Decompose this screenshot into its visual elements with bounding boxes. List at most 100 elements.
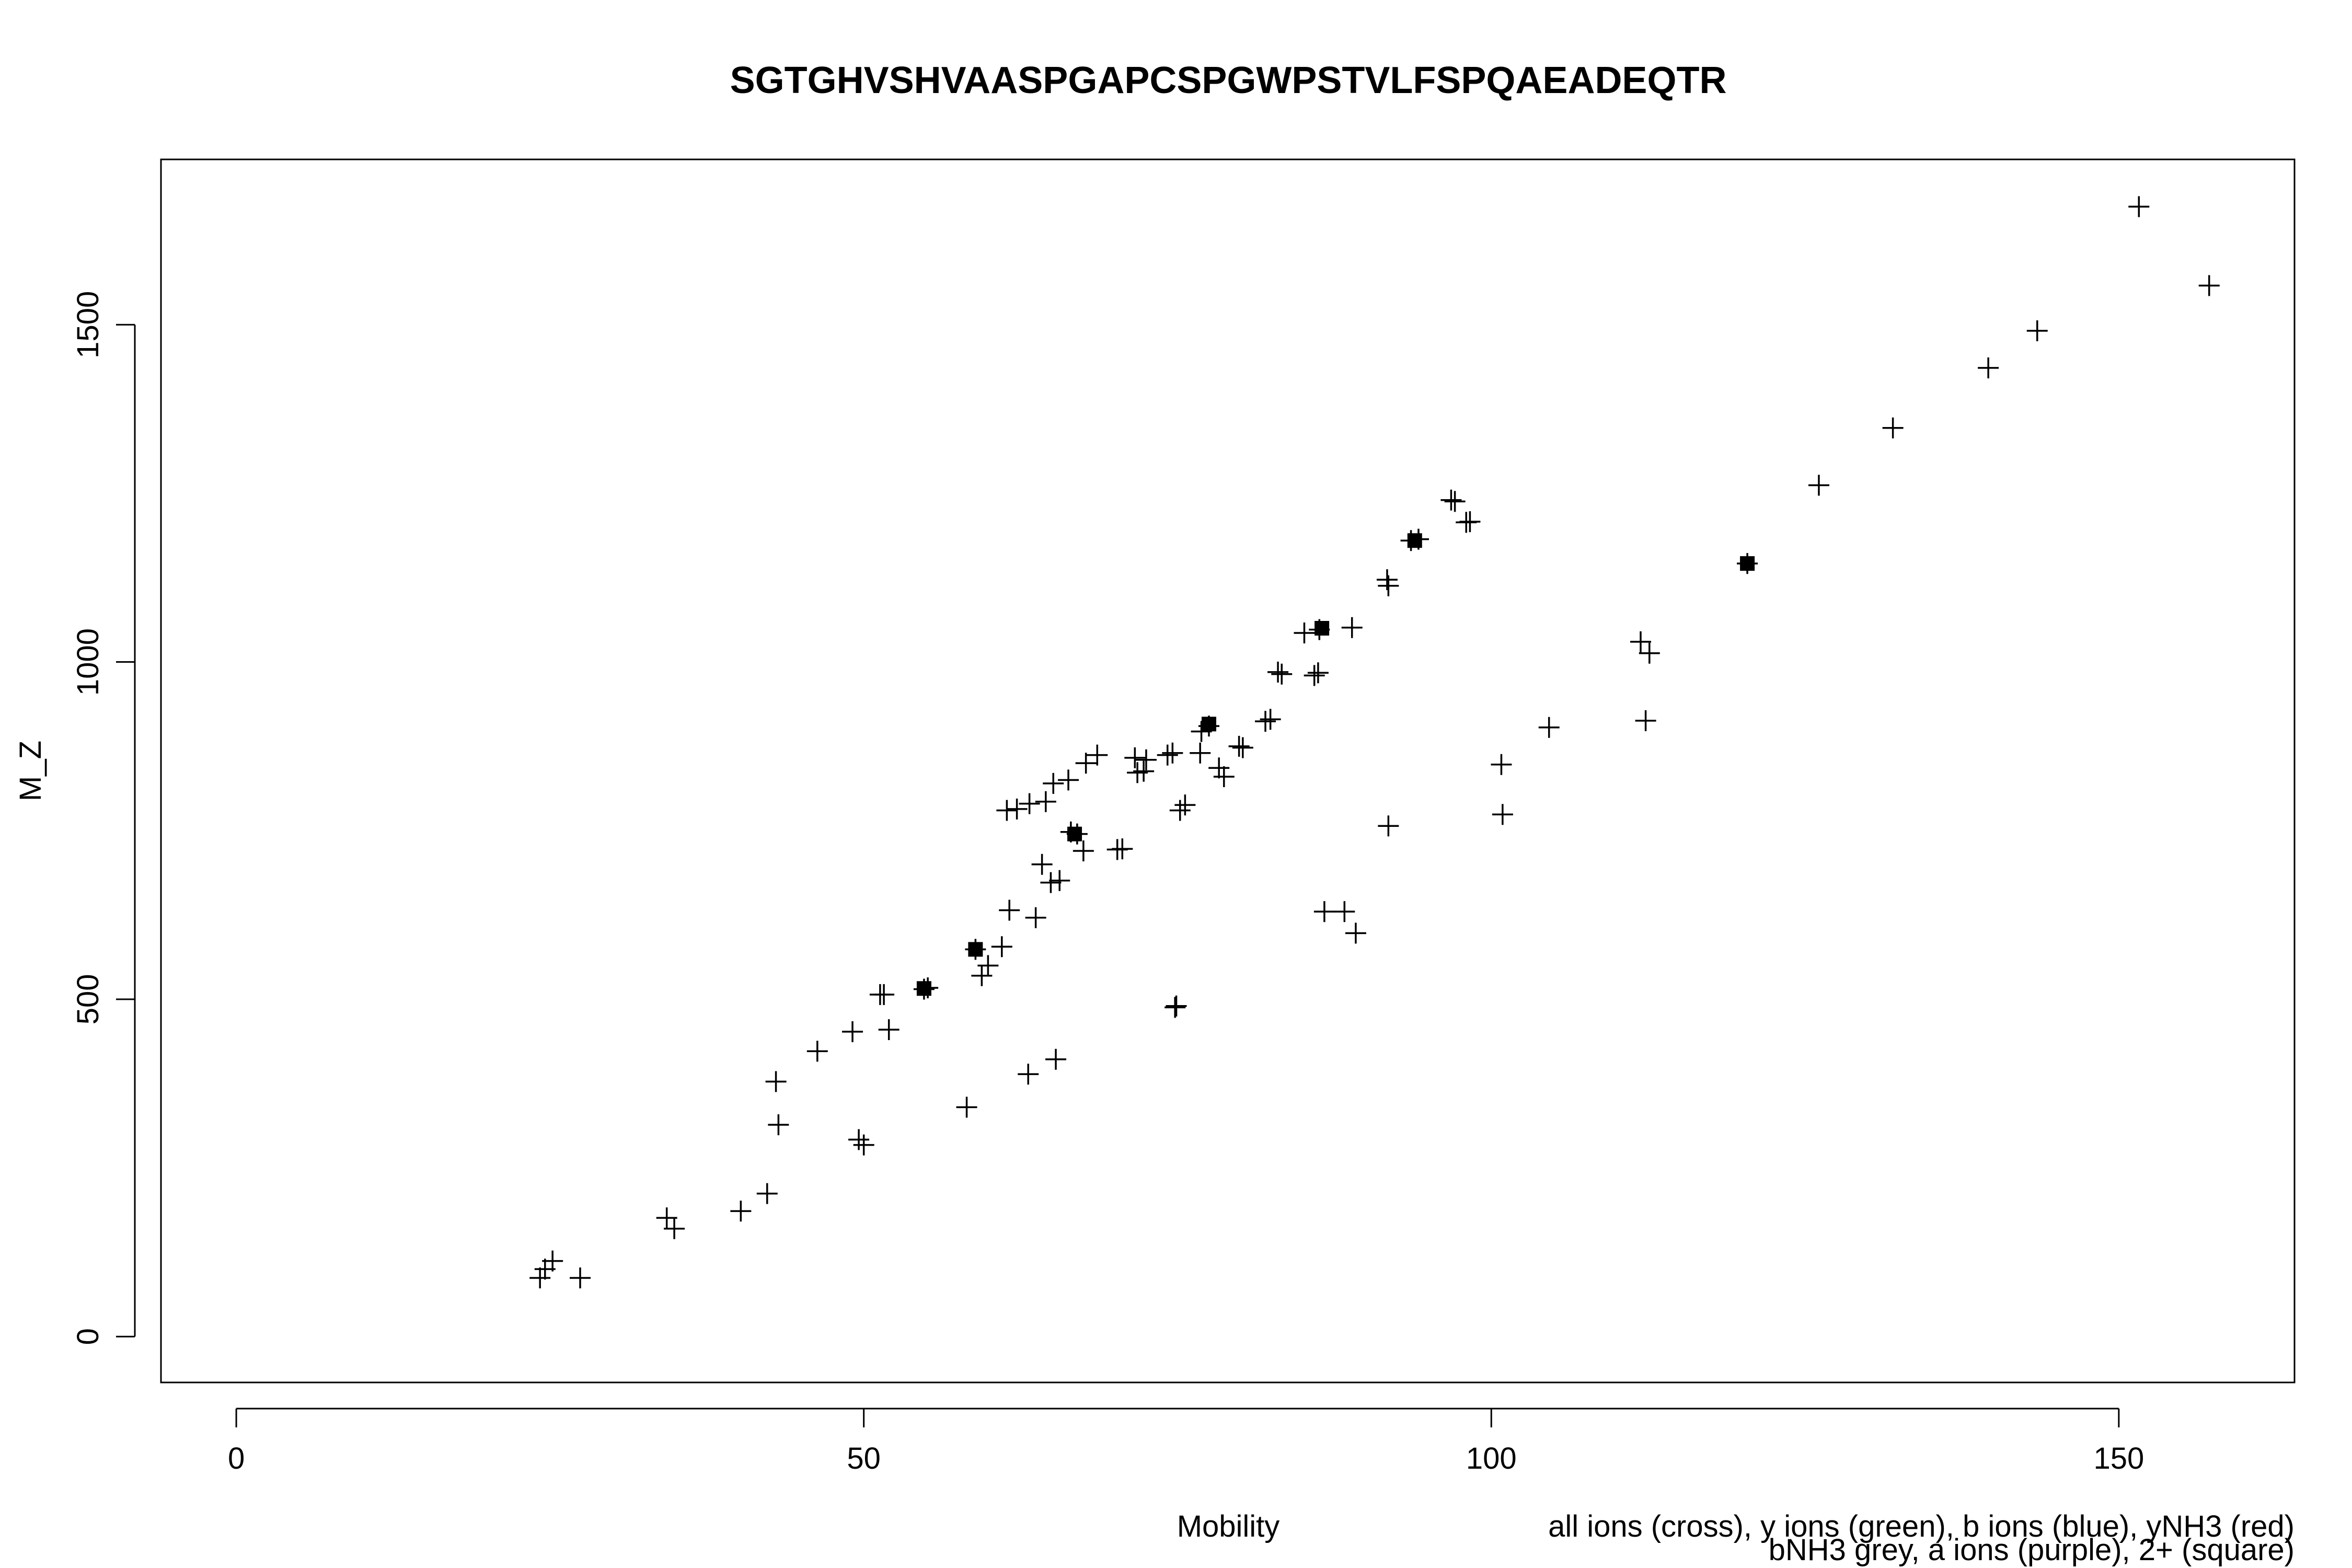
legend-line-2: bNH3 grey, a ions (purple), 2+ (square) <box>1769 1533 2295 1567</box>
data-point-cross <box>569 1267 591 1288</box>
data-point-cross <box>1018 1064 1039 1085</box>
data-point-cross <box>1341 617 1363 638</box>
data-point-cross <box>1635 710 1656 731</box>
data-point-cross <box>1190 742 1211 764</box>
data-point-cross <box>996 800 1018 821</box>
data-point-cross <box>1313 901 1335 923</box>
data-point-cross <box>971 965 993 986</box>
data-point-cross <box>1630 631 1651 652</box>
data-point-cross <box>1808 475 1829 496</box>
data-point-cross <box>730 1201 752 1222</box>
data-point-cross <box>1174 794 1196 816</box>
data-point-cross <box>977 955 999 976</box>
data-point-cross <box>991 936 1012 958</box>
data-point-cross <box>1378 575 1399 596</box>
data-point-cross <box>1162 742 1183 764</box>
y-axis: 0 500 1000 1500 <box>71 291 136 1345</box>
x-tick-label: 0 <box>228 1442 245 1475</box>
data-point-cross <box>1491 754 1512 775</box>
data-point-cross <box>1208 757 1230 779</box>
data-point-cross <box>656 1207 677 1229</box>
data-point-cross <box>1440 489 1462 511</box>
data-point-cross <box>1031 854 1053 875</box>
data-point-cross <box>1045 1048 1067 1070</box>
data-point-square <box>968 942 983 957</box>
data-point-cross <box>1075 753 1097 774</box>
data-point-cross <box>1135 749 1157 770</box>
data-point-cross <box>756 1183 778 1204</box>
data-point-cross <box>2128 196 2150 217</box>
data-point-cross <box>1124 747 1146 768</box>
data-point-square <box>1315 621 1330 636</box>
data-point-cross <box>999 900 1020 921</box>
data-point-cross <box>1294 622 1315 644</box>
data-point-cross <box>1304 665 1325 686</box>
data-point-cross <box>1267 661 1289 683</box>
data-point-cross <box>842 1021 863 1042</box>
data-point-cross <box>1049 870 1070 891</box>
x-tick-label: 150 <box>2093 1442 2144 1475</box>
data-point-cross <box>1112 838 1133 860</box>
data-point-cross <box>1058 769 1079 791</box>
data-points <box>529 196 2220 1288</box>
data-point-cross <box>529 1267 551 1288</box>
data-point-cross <box>1255 711 1276 732</box>
x-tick-label: 50 <box>847 1442 881 1475</box>
data-point-cross <box>1232 737 1253 758</box>
data-point-cross <box>806 1041 828 1062</box>
data-point-cross <box>1260 709 1281 730</box>
data-point-cross <box>1307 662 1329 684</box>
y-tick-label: 0 <box>71 1328 105 1345</box>
data-point-cross <box>1271 663 1293 685</box>
data-point-cross <box>1538 717 1560 738</box>
data-point-cross <box>1133 760 1155 782</box>
data-point-cross <box>1345 923 1366 944</box>
data-point-cross <box>1157 744 1178 766</box>
data-point-cross <box>1169 800 1191 821</box>
chart-title: SGTGHVSHVAASPGAPCSPGWPSTVLFSPQAEADEQTR <box>730 60 1727 101</box>
data-point-cross <box>1166 995 1187 1017</box>
data-point-cross <box>1165 997 1186 1018</box>
data-point-cross <box>1127 762 1148 783</box>
data-point-square <box>1740 556 1755 571</box>
x-axis-label: Mobility <box>1177 1509 1280 1543</box>
data-point-cross <box>1378 815 1399 837</box>
data-point-cross <box>873 984 895 1005</box>
data-point-cross <box>542 1250 563 1272</box>
data-point-square <box>916 981 931 996</box>
data-point-cross <box>878 1019 900 1040</box>
y-tick-label: 1000 <box>71 628 105 696</box>
data-point-cross <box>1228 735 1250 757</box>
data-point-square <box>1407 533 1422 548</box>
data-point-cross <box>1882 417 1904 439</box>
data-point-cross <box>956 1097 977 1118</box>
data-point-cross <box>848 1129 870 1150</box>
data-point-cross <box>1639 642 1660 664</box>
data-point-cross <box>853 1134 874 1156</box>
data-point-square <box>1201 717 1216 732</box>
y-tick-label: 1500 <box>71 291 105 359</box>
data-point-square <box>1067 826 1082 841</box>
data-point-cross <box>1213 766 1235 787</box>
data-point-cross <box>765 1071 787 1092</box>
data-point-cross <box>1492 804 1513 825</box>
data-point-cross <box>1978 357 1999 378</box>
y-tick-label: 500 <box>71 974 105 1025</box>
data-point-cross <box>1459 511 1481 533</box>
data-point-cross <box>1073 840 1094 861</box>
legend-line-1: all ions (cross), y ions (green), b ions… <box>1548 1509 2295 1543</box>
data-point-cross <box>1043 773 1064 794</box>
y-axis-label: M_Z <box>14 741 48 801</box>
data-point-cross <box>1035 791 1056 812</box>
data-point-cross <box>2026 320 2048 341</box>
data-point-cross <box>1019 793 1040 814</box>
data-point-cross <box>2198 275 2220 296</box>
data-point-cross <box>664 1218 685 1239</box>
data-point-cross <box>1334 901 1355 923</box>
data-point-cross <box>1040 872 1062 893</box>
data-point-cross <box>1087 744 1108 766</box>
plot-frame <box>160 158 2296 1383</box>
data-point-cross <box>768 1114 789 1135</box>
data-point-cross <box>1376 569 1398 591</box>
